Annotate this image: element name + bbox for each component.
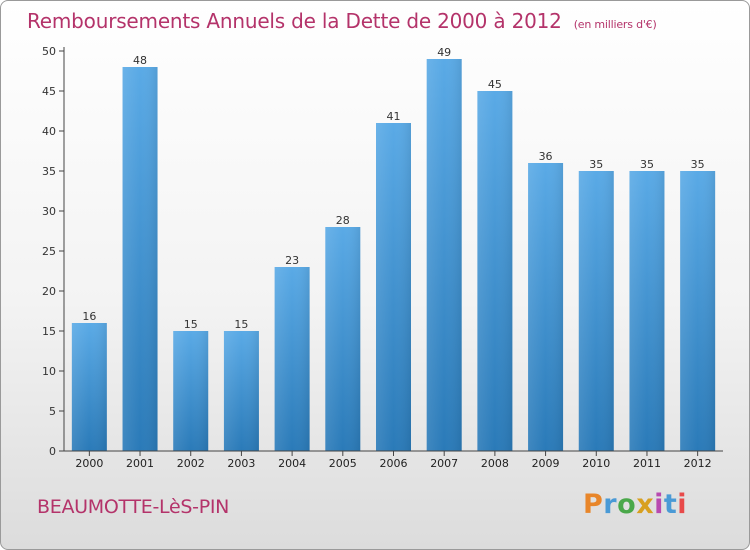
y-tick-label: 50 [42, 45, 56, 58]
chart-title-text: Remboursements Annuels de la Dette de 20… [27, 9, 562, 33]
y-tick-label: 10 [42, 365, 56, 378]
bar-value-label: 48 [133, 54, 147, 67]
y-tick-label: 35 [42, 165, 56, 178]
proxiti-logo[interactable]: Proxiti [583, 489, 687, 520]
bar-shine [71, 323, 107, 451]
bar-value-label: 35 [691, 158, 705, 171]
bar-shine [629, 171, 665, 451]
bar-value-label: 16 [82, 310, 96, 323]
x-tick-label: 2012 [684, 457, 712, 470]
bar-shine [477, 91, 513, 451]
x-tick-label: 2003 [227, 457, 255, 470]
logo-letter: x [636, 489, 655, 520]
x-tick-label: 2007 [430, 457, 458, 470]
bar-shine [274, 267, 310, 451]
y-tick-label: 20 [42, 285, 56, 298]
x-tick-label: 2004 [278, 457, 306, 470]
bar-group: 41 [376, 110, 411, 451]
x-tick-label: 2005 [329, 457, 357, 470]
bar-shine [578, 171, 614, 451]
y-tick-label: 5 [49, 405, 56, 418]
bar-value-label: 15 [234, 318, 248, 331]
bar-value-label: 35 [589, 158, 603, 171]
bar-group: 15 [173, 318, 209, 451]
bar-group: 35 [629, 158, 665, 451]
bar-group: 23 [274, 254, 310, 451]
logo-letter: P [583, 489, 604, 520]
chart-title: Remboursements Annuels de la Dette de 20… [27, 9, 657, 33]
bar-shine [376, 123, 411, 451]
y-tick-label: 0 [49, 445, 56, 458]
bar-group: 36 [528, 150, 564, 451]
x-tick-label: 2008 [481, 457, 509, 470]
bar-group: 35 [680, 158, 716, 451]
x-tick-label: 2000 [75, 457, 103, 470]
bar-shine [122, 67, 158, 451]
x-tick-label: 2001 [126, 457, 154, 470]
logo-letter: r [603, 489, 618, 520]
bar-shine [680, 171, 716, 451]
x-axis: 2000 2001 2002 2003 2004 2005 2006 2007 2008 2009… [64, 450, 723, 470]
bar-shine [426, 59, 462, 451]
bar-value-label: 49 [437, 46, 451, 59]
y-axis: 0 5 10 15 20 25 30 35 40 45 50 [42, 45, 65, 458]
y-tick-label: 45 [42, 85, 56, 98]
bar-value-label: 45 [488, 78, 502, 91]
logo-letter: i [654, 489, 664, 520]
y-tick-label: 25 [42, 245, 56, 258]
x-tick-label: 2010 [582, 457, 610, 470]
bar-group: 48 [122, 54, 158, 451]
bar-value-label: 15 [184, 318, 198, 331]
x-tick-label: 2011 [633, 457, 661, 470]
bar-shine [223, 331, 259, 451]
logo-letter: o [617, 489, 637, 520]
x-tick-label: 2009 [532, 457, 560, 470]
bar-group: 16 [71, 310, 107, 451]
y-tick-label: 15 [42, 325, 56, 338]
bar-value-label: 35 [640, 158, 654, 171]
bar-group: 35 [578, 158, 614, 451]
bar-shine [173, 331, 209, 451]
bar-shine [528, 163, 564, 451]
x-tick-label: 2002 [177, 457, 205, 470]
chart-unit: (en milliers d'€) [573, 18, 657, 31]
logo-letter: t [663, 489, 678, 520]
commune-name: BEAUMOTTE-LèS-PIN [37, 496, 230, 518]
bar-group: 49 [426, 46, 462, 451]
bar-group: 45 [477, 78, 513, 451]
y-tick-label: 40 [42, 125, 56, 138]
logo-letter: i [677, 489, 688, 520]
bars: 16 48 15 15 23 28 41 49 45 36 35 35 35 [71, 46, 716, 451]
bar-group: 28 [325, 214, 361, 451]
x-tick-label: 2006 [380, 457, 408, 470]
bar-shine [325, 227, 361, 451]
bar-value-label: 41 [387, 110, 401, 123]
bar-group: 15 [223, 318, 259, 451]
y-tick-label: 30 [42, 205, 56, 218]
bar-value-label: 28 [336, 214, 350, 227]
bar-value-label: 36 [539, 150, 553, 163]
bar-value-label: 23 [285, 254, 299, 267]
